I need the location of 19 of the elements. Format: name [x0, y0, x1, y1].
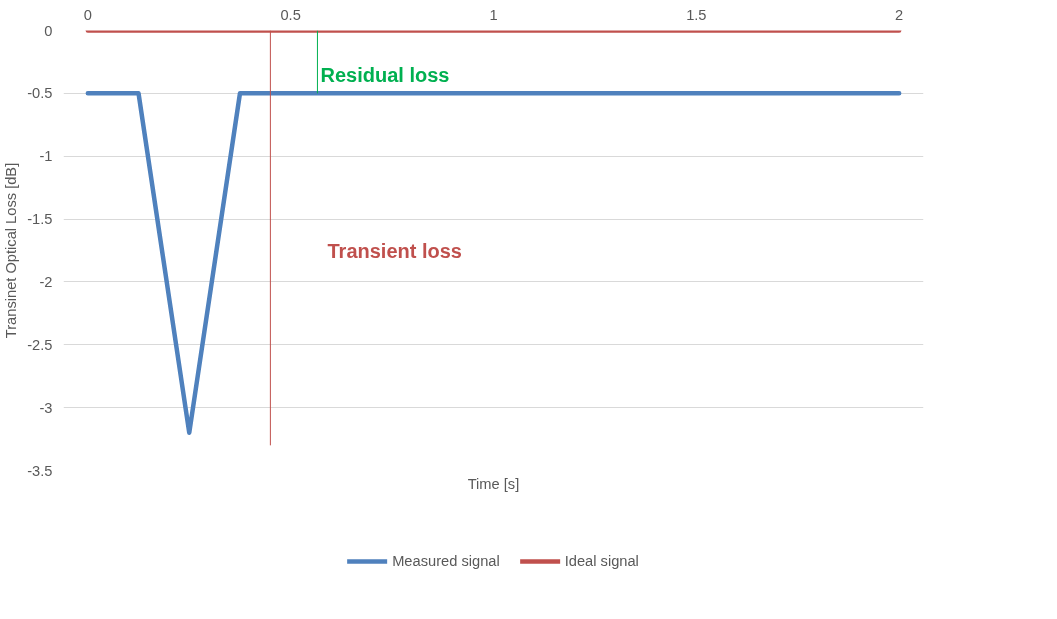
x-tick-label: 0: [83, 6, 92, 23]
y-tick-label: -1: [39, 148, 53, 165]
y-tick-label: -3: [39, 399, 53, 416]
x-tick-label: 1: [489, 6, 498, 23]
legend-label: Measured signal: [392, 553, 500, 569]
y-tick-label: -0.5: [27, 85, 53, 102]
x-axis-title: Time [s]: [467, 475, 520, 492]
x-tick-label: 2: [895, 6, 904, 23]
legend-label: Ideal signal: [564, 553, 639, 569]
x-tick-label: 1.5: [686, 6, 707, 23]
annotation: Residual loss: [320, 63, 450, 86]
y-tick-label: -1.5: [27, 211, 53, 228]
y-tick-label: -2: [39, 273, 53, 290]
y-tick-label: 0: [44, 22, 53, 39]
y-axis-title: Transinet Optical Loss [dB]: [3, 162, 20, 339]
x-tick-label: 0.5: [280, 6, 301, 23]
y-tick-label: -3.5: [27, 462, 53, 479]
y-tick-label: -2.5: [27, 336, 53, 353]
annotation: Transient loss: [327, 239, 462, 262]
